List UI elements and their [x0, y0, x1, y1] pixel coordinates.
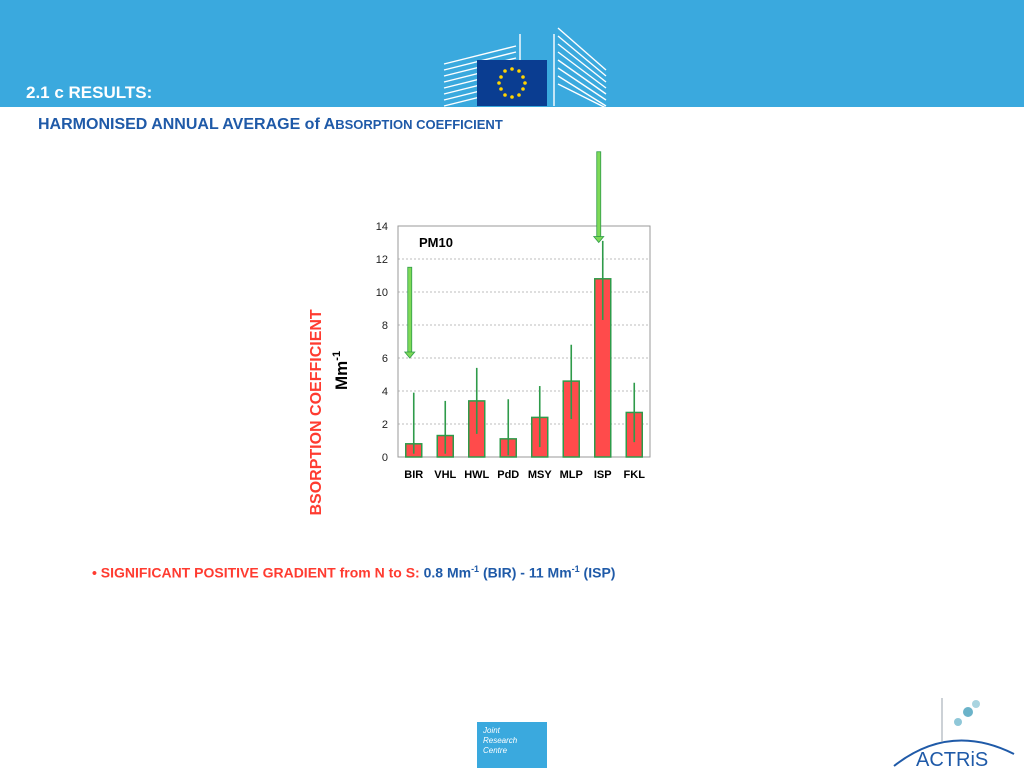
y-tick-label: 0 [382, 452, 388, 464]
y-axis-label-rest: BSORPTION COEFFICIENT [308, 309, 325, 515]
x-tick-label: BIR [404, 469, 423, 481]
actris-dot-3 [972, 700, 980, 708]
y-axis-unit: Mm-1 [331, 351, 351, 390]
x-tick-labels: BIR VHL HWL PdD MSY MLP ISP FKL [404, 469, 645, 481]
x-tick-label: FKL [624, 469, 646, 481]
bullet-value-1: 0.8 Mm [423, 564, 472, 581]
actris-wordmark: ACTRiS [916, 749, 988, 768]
absorption-bar-chart: 0 2 4 6 8 10 12 14 BIR VHL HWL PdD MSY MLP ISP FKL PM1… [303, 151, 651, 515]
x-tick-label: HWL [464, 469, 489, 481]
gradient-bullet: • SIGNIFICANT POSITIVE GRADIENT from N t… [92, 564, 615, 581]
actris-arc [893, 739, 1015, 767]
actris-dot-1 [954, 718, 962, 726]
chart-title: PM10 [419, 235, 453, 250]
arrow-shaft [407, 266, 413, 353]
y-tick-label: 8 [382, 320, 388, 332]
y-tick-labels: 0 2 4 6 8 10 12 14 [376, 221, 388, 464]
eu-commission-logo [440, 26, 610, 109]
highlight-arrow [403, 266, 416, 359]
y-tick-label: 14 [376, 221, 388, 233]
y-tick-label: 2 [382, 419, 388, 431]
slide-subtitle: HARMONISED ANNUAL AVERAGE of ABSORPTION … [38, 116, 503, 134]
y-axis-label: ABSORPTION COEFFICIENT [303, 309, 326, 515]
bullet-marker: • [92, 564, 97, 581]
x-tick-label: MLP [560, 469, 583, 481]
plot-area [397, 225, 651, 458]
arrow-shaft [596, 151, 602, 237]
jrc-line-3: Centre [483, 746, 508, 755]
y-axis-unit-base: Mm [332, 361, 351, 390]
error-bars [412, 240, 636, 456]
chart-gridlines [398, 225, 650, 458]
y-tick-label: 12 [376, 254, 388, 266]
actris-logo: ACTRiS [893, 698, 1015, 768]
jrc-line-2: Research [483, 736, 518, 745]
bullet-site-2: (ISP) [579, 564, 616, 581]
arrow-head [403, 351, 416, 359]
highlight-arrow [592, 151, 605, 244]
bullet-lead: SIGNIFICANT POSITIVE GRADIENT from N to … [100, 564, 424, 581]
jrc-logo: Joint Research Centre [477, 722, 547, 768]
bullet-value-2: 11 Mm [528, 564, 572, 581]
jrc-line-1: Joint [483, 726, 500, 735]
x-tick-label: PdD [497, 469, 519, 481]
actris-dot-2 [963, 707, 973, 717]
section-title: 2.1 c RESULTS: [26, 83, 153, 102]
subtitle-main: HARMONISED ANNUAL AVERAGE of [38, 116, 324, 133]
arrow-head [592, 236, 605, 244]
x-tick-label: ISP [594, 469, 612, 481]
x-tick-label: MSY [528, 469, 553, 481]
y-axis-unit-sup: -1 [331, 351, 343, 361]
bullet-site-1: (BIR) - [479, 564, 529, 581]
bullet-sup-2: -1 [571, 564, 580, 574]
bullet-sup-1: -1 [471, 564, 480, 574]
y-tick-label: 10 [376, 287, 388, 299]
x-tick-label: VHL [434, 469, 456, 481]
subtitle-rest: BSORPTION COEFFICIENT [335, 117, 503, 132]
y-tick-label: 6 [382, 353, 388, 365]
bars [405, 278, 643, 458]
highlight-arrows [403, 151, 605, 359]
subtitle-cap: A [323, 116, 336, 133]
y-tick-label: 4 [382, 386, 388, 398]
